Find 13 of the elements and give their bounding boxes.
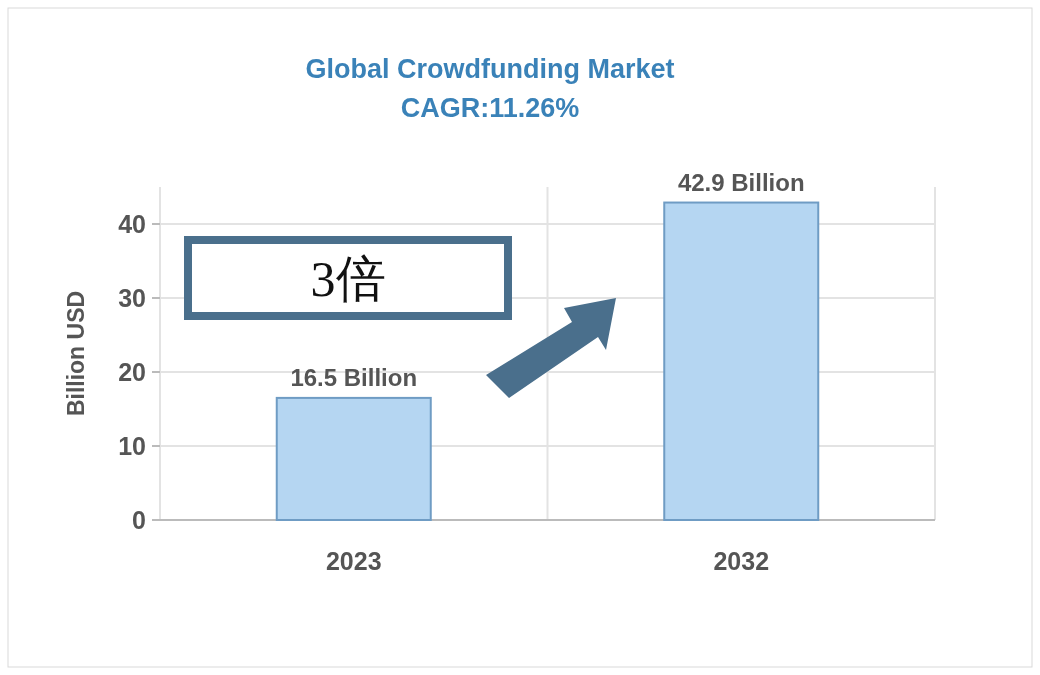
y-axis-title: Billion USD	[63, 290, 89, 417]
data-label: 42.9 Billion	[677, 168, 805, 196]
y-tick-label: 20	[118, 358, 146, 386]
y-tick-label: 10	[118, 432, 146, 460]
y-tick-label: 40	[118, 210, 146, 238]
chart-title: Global Crowdfunding Market	[305, 54, 675, 84]
data-label: 16.5 Billion	[290, 363, 418, 391]
x-tick-label: 2032	[713, 547, 770, 575]
y-tick-label: 30	[118, 284, 146, 312]
annotation: 3倍	[310, 251, 386, 307]
chart-subtitle: CAGR:11.26%	[400, 93, 580, 123]
x-tick-label: 2023	[325, 547, 382, 575]
y-tick-label: 0	[132, 506, 146, 534]
